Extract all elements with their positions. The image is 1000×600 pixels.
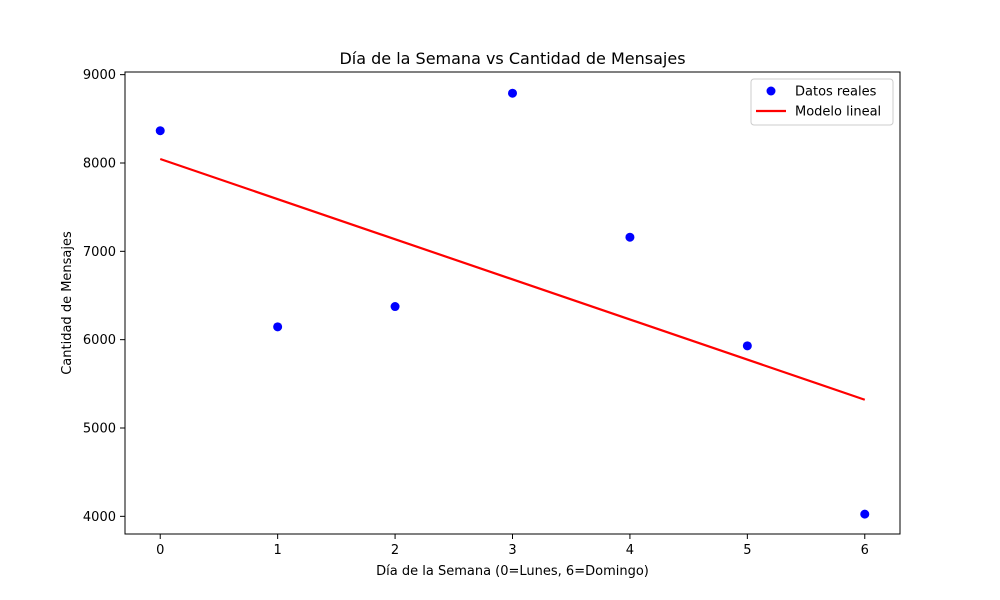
- y-tick-label: 8000: [83, 156, 116, 171]
- legend-marker-swatch: [766, 86, 776, 96]
- x-tick-label: 1: [274, 543, 282, 558]
- x-tick-label: 0: [156, 543, 164, 558]
- axes: 0 1 2 3 4 5 6 4000 5000 6000 7000 8000 9000: [83, 68, 901, 558]
- data-point: [155, 126, 165, 136]
- y-tick-label: 7000: [83, 245, 116, 260]
- x-tick-label: 2: [391, 543, 399, 558]
- legend-box: [750, 78, 894, 126]
- legend: Datos reales Modelo lineal: [750, 78, 894, 126]
- legend-label: Modelo lineal: [795, 105, 881, 120]
- y-axis-title: Cantidad de Mensajes: [60, 231, 75, 375]
- x-tick-label: 3: [508, 543, 516, 558]
- x-tick-label: 5: [743, 543, 751, 558]
- data-point: [742, 341, 752, 351]
- y-tick-label: 4000: [83, 510, 116, 525]
- x-tick-label: 4: [626, 543, 634, 558]
- data-point: [508, 88, 517, 98]
- y-tick-label: 5000: [83, 421, 116, 436]
- plot-background: [125, 72, 900, 534]
- x-tick-label: 6: [861, 543, 869, 558]
- data-point: [860, 509, 870, 519]
- y-tick-label: 9000: [83, 68, 116, 83]
- x-axis-title: Día de la Semana (0=Lunes, 6=Domingo): [376, 564, 649, 579]
- legend-label: Datos reales: [795, 85, 877, 100]
- y-tick-label: 6000: [83, 333, 116, 348]
- chart-title: Día de la Semana vs Cantidad de Mensajes: [339, 49, 685, 68]
- data-point: [390, 302, 400, 312]
- data-point: [273, 322, 283, 332]
- plot-area: [125, 72, 900, 534]
- series-line-modelo-lineal: [159, 157, 866, 401]
- data-point: [625, 232, 635, 242]
